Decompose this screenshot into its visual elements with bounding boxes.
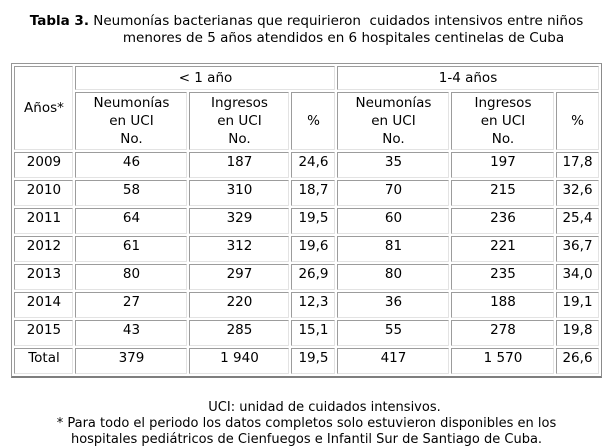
value-cell: 34,0 bbox=[556, 264, 599, 290]
value-cell: 55 bbox=[337, 320, 450, 346]
table-body: 2009 46 187 24,6 35 197 17,8 2010 58 310… bbox=[14, 152, 599, 374]
year-cell: 2012 bbox=[14, 236, 74, 262]
subheader-neumonias-under-1: Neumonías en UCI No. bbox=[75, 92, 188, 150]
subheader-percent-under-1: % bbox=[291, 92, 336, 150]
value-cell: 19,8 bbox=[556, 320, 599, 346]
subheader-ingresos-1-4: Ingresos en UCI No. bbox=[451, 92, 555, 150]
group-header-1-4-years: 1-4 años bbox=[337, 66, 599, 90]
value-cell: 26,6 bbox=[556, 348, 599, 374]
value-cell: 12,3 bbox=[291, 292, 336, 318]
value-cell: 188 bbox=[451, 292, 555, 318]
value-cell: 80 bbox=[75, 264, 188, 290]
value-cell: 329 bbox=[189, 208, 290, 234]
caption-table-number: Tabla 3. bbox=[29, 13, 89, 29]
caption-line-1: Tabla 3. Neumonías bacterianas que requi… bbox=[0, 13, 613, 30]
caption-line-2: menores de 5 años atendidos en 6 hospita… bbox=[122, 30, 565, 46]
table-row-2011: 2011 64 329 19,5 60 236 25,4 bbox=[14, 208, 599, 234]
year-cell: 2009 bbox=[14, 152, 74, 178]
table-row-2012: 2012 61 312 19,6 81 221 36,7 bbox=[14, 236, 599, 262]
footnotes: UCI: unidad de cuidados intensivos. * Pa… bbox=[0, 400, 613, 448]
year-cell: 2015 bbox=[14, 320, 74, 346]
total-label-cell: Total bbox=[14, 348, 74, 374]
subheader-percent-1-4: % bbox=[556, 92, 599, 150]
value-cell: 220 bbox=[189, 292, 290, 318]
value-cell: 278 bbox=[451, 320, 555, 346]
subheader-neumonias-1-4: Neumonías en UCI No. bbox=[337, 92, 450, 150]
value-cell: 1 940 bbox=[189, 348, 290, 374]
value-cell: 19,1 bbox=[556, 292, 599, 318]
value-cell: 197 bbox=[451, 152, 555, 178]
value-cell: 417 bbox=[337, 348, 450, 374]
value-cell: 18,7 bbox=[291, 180, 336, 206]
years-column-header: Años* bbox=[14, 66, 74, 150]
value-cell: 36 bbox=[337, 292, 450, 318]
value-cell: 80 bbox=[337, 264, 450, 290]
caption-line-1-text: Neumonías bacterianas que requirieron cu… bbox=[88, 13, 584, 29]
value-cell: 70 bbox=[337, 180, 450, 206]
table-caption: Tabla 3. Neumonías bacterianas que requi… bbox=[0, 0, 613, 47]
value-cell: 215 bbox=[451, 180, 555, 206]
value-cell: 310 bbox=[189, 180, 290, 206]
value-cell: 27 bbox=[75, 292, 188, 318]
value-cell: 19,6 bbox=[291, 236, 336, 262]
table-row-2014: 2014 27 220 12,3 36 188 19,1 bbox=[14, 292, 599, 318]
table-row-2013: 2013 80 297 26,9 80 235 34,0 bbox=[14, 264, 599, 290]
subheader-ingresos-under-1: Ingresos en UCI No. bbox=[189, 92, 290, 150]
year-cell: 2011 bbox=[14, 208, 74, 234]
table-row-total: Total 379 1 940 19,5 417 1 570 26,6 bbox=[14, 348, 599, 374]
value-cell: 235 bbox=[451, 264, 555, 290]
value-cell: 19,5 bbox=[291, 208, 336, 234]
value-cell: 60 bbox=[337, 208, 450, 234]
sub-header-row: Neumonías en UCI No. Ingresos en UCI No.… bbox=[14, 92, 599, 150]
value-cell: 285 bbox=[189, 320, 290, 346]
year-cell: 2013 bbox=[14, 264, 74, 290]
value-cell: 81 bbox=[337, 236, 450, 262]
table-row-2010: 2010 58 310 18,7 70 215 32,6 bbox=[14, 180, 599, 206]
table-row-2015: 2015 43 285 15,1 55 278 19,8 bbox=[14, 320, 599, 346]
value-cell: 64 bbox=[75, 208, 188, 234]
value-cell: 1 570 bbox=[451, 348, 555, 374]
value-cell: 17,8 bbox=[556, 152, 599, 178]
value-cell: 43 bbox=[75, 320, 188, 346]
data-table: Años* < 1 año 1-4 años Neumonías en UCI … bbox=[11, 63, 602, 378]
year-cell: 2010 bbox=[14, 180, 74, 206]
value-cell: 32,6 bbox=[556, 180, 599, 206]
value-cell: 312 bbox=[189, 236, 290, 262]
value-cell: 24,6 bbox=[291, 152, 336, 178]
value-cell: 61 bbox=[75, 236, 188, 262]
value-cell: 15,1 bbox=[291, 320, 336, 346]
value-cell: 221 bbox=[451, 236, 555, 262]
year-cell: 2014 bbox=[14, 292, 74, 318]
value-cell: 19,5 bbox=[291, 348, 336, 374]
value-cell: 58 bbox=[75, 180, 188, 206]
table-header: Años* < 1 año 1-4 años Neumonías en UCI … bbox=[14, 66, 599, 150]
value-cell: 297 bbox=[189, 264, 290, 290]
group-header-under-1-year: < 1 año bbox=[75, 66, 336, 90]
value-cell: 35 bbox=[337, 152, 450, 178]
value-cell: 236 bbox=[451, 208, 555, 234]
table-row-2009: 2009 46 187 24,6 35 197 17,8 bbox=[14, 152, 599, 178]
footnote-uci-definition: UCI: unidad de cuidados intensivos. bbox=[208, 400, 441, 415]
footnote-asterisk-line-2: hospitales pediátricos de Cienfuegos e I… bbox=[70, 432, 543, 447]
value-cell: 36,7 bbox=[556, 236, 599, 262]
value-cell: 26,9 bbox=[291, 264, 336, 290]
value-cell: 187 bbox=[189, 152, 290, 178]
value-cell: 25,4 bbox=[556, 208, 599, 234]
value-cell: 46 bbox=[75, 152, 188, 178]
group-header-row: Años* < 1 año 1-4 años bbox=[14, 66, 599, 150]
value-cell: 379 bbox=[75, 348, 188, 374]
footnote-asterisk-line-1: * Para todo el periodo los datos complet… bbox=[56, 416, 557, 431]
